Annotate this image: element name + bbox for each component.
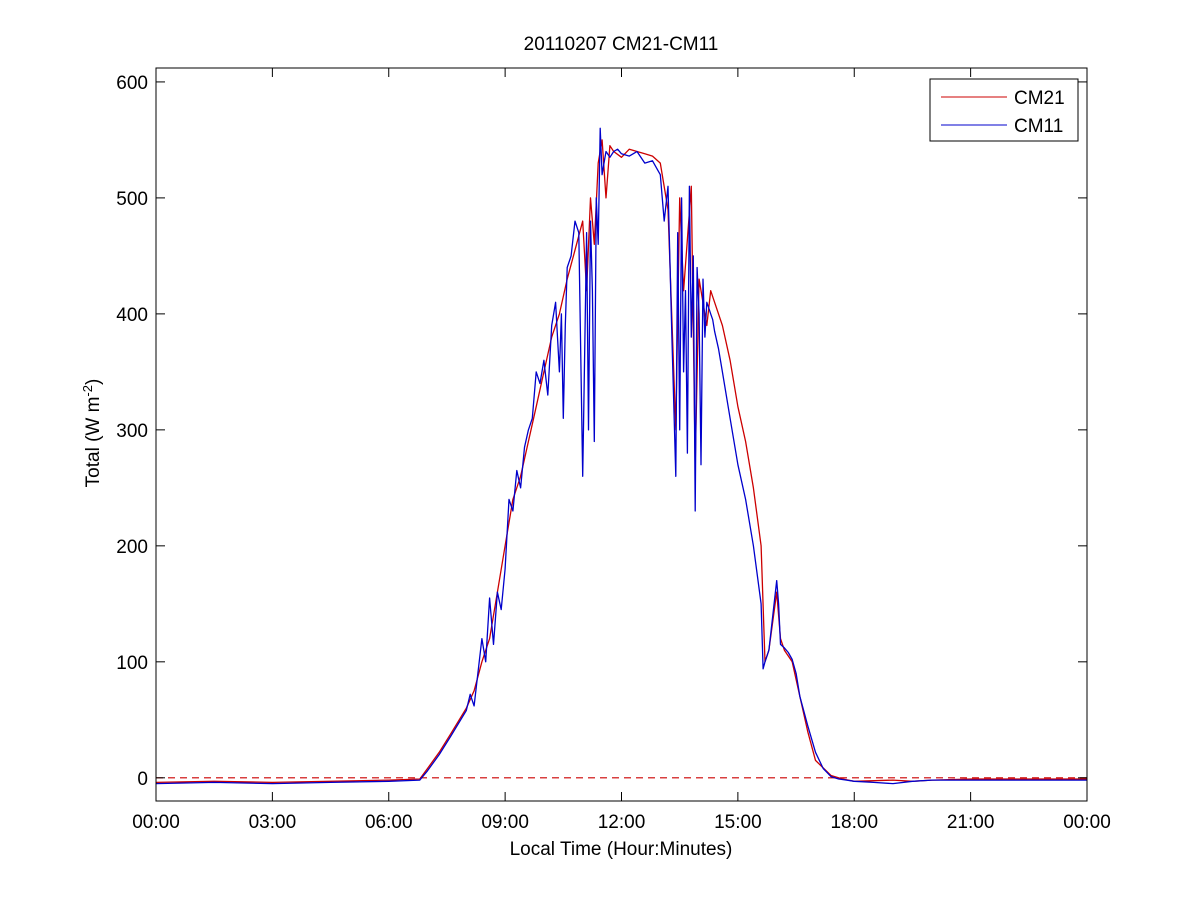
y-tick-label: 600: [116, 73, 148, 94]
x-tick-label: 00:00: [1063, 812, 1111, 833]
x-tick-label: 06:00: [365, 812, 413, 833]
legend-label-cm11: CM11: [1014, 116, 1063, 137]
x-axis-label: Local Time (Hour:Minutes): [510, 839, 733, 860]
legend-box: [929, 78, 1079, 142]
y-axis-label-close: ): [83, 379, 104, 385]
x-tick-label: 03:00: [249, 812, 297, 833]
x-tick-label: 15:00: [714, 812, 762, 833]
y-tick-label: 0: [137, 769, 148, 790]
plot-background: [156, 68, 1087, 801]
legend-label-cm21: CM21: [1014, 88, 1065, 109]
legend: CM21 CM11: [929, 78, 1079, 142]
x-tick-label: 00:00: [132, 812, 180, 833]
ticks: 00:00 03:00 06:00 09:00 12:00 15:00 18:00 21:00…: [116, 68, 1111, 833]
y-tick-label: 400: [116, 305, 148, 326]
chart-title: 20110207 CM21-CM11: [524, 34, 719, 55]
plot-area: [156, 68, 1087, 801]
x-tick-label: 21:00: [947, 812, 995, 833]
y-tick-label: 500: [116, 189, 148, 210]
y-axis-label-text: Total (W m: [83, 397, 104, 488]
x-tick-label: 18:00: [830, 812, 878, 833]
y-tick-label: 300: [116, 421, 148, 442]
series-line-cm11: [155, 127, 1087, 785]
y-axis-label-unit-superscript: -2: [80, 385, 95, 397]
y-tick-label: 200: [116, 537, 148, 558]
y-tick-label: 100: [116, 653, 148, 674]
x-tick-label: 09:00: [481, 812, 529, 833]
y-axis-label: Total (W m-2): [80, 379, 105, 488]
data-lines: [155, 127, 1087, 785]
x-tick-label: 12:00: [598, 812, 646, 833]
